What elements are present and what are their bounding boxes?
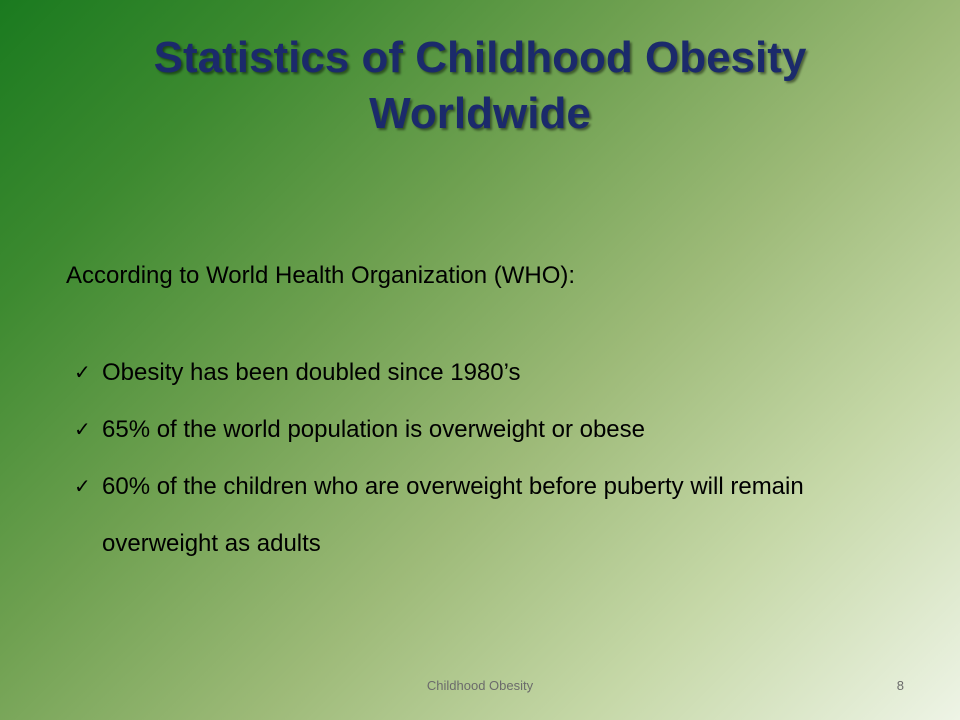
slide-title: Statistics of Childhood Obesity Worldwid… [60, 30, 900, 142]
slide-title-line-2: Worldwide [369, 89, 591, 138]
bullet-item: ✓ Obesity has been doubled since 1980’s [74, 344, 914, 401]
bullet-text: 65% of the world population is overweigh… [102, 416, 645, 443]
bullet-item: ✓ 60% of the children who are overweight… [74, 458, 914, 572]
bullet-list: ✓ Obesity has been doubled since 1980’s … [74, 344, 914, 572]
checkmark-icon: ✓ [74, 417, 91, 441]
page-number: 8 [896, 678, 904, 693]
checkmark-icon: ✓ [74, 474, 91, 498]
checkmark-icon: ✓ [74, 360, 91, 384]
bullet-text: Obesity has been doubled since 1980’s [102, 359, 521, 386]
footer-title: Childhood Obesity [426, 678, 534, 693]
bullet-text: 60% of the children who are overweight b… [102, 473, 804, 557]
slide-title-line-1: Statistics of Childhood Obesity [153, 33, 807, 82]
bullet-item: ✓ 65% of the world population is overwei… [74, 401, 914, 458]
intro-text: According to World Health Organization (… [66, 262, 576, 289]
